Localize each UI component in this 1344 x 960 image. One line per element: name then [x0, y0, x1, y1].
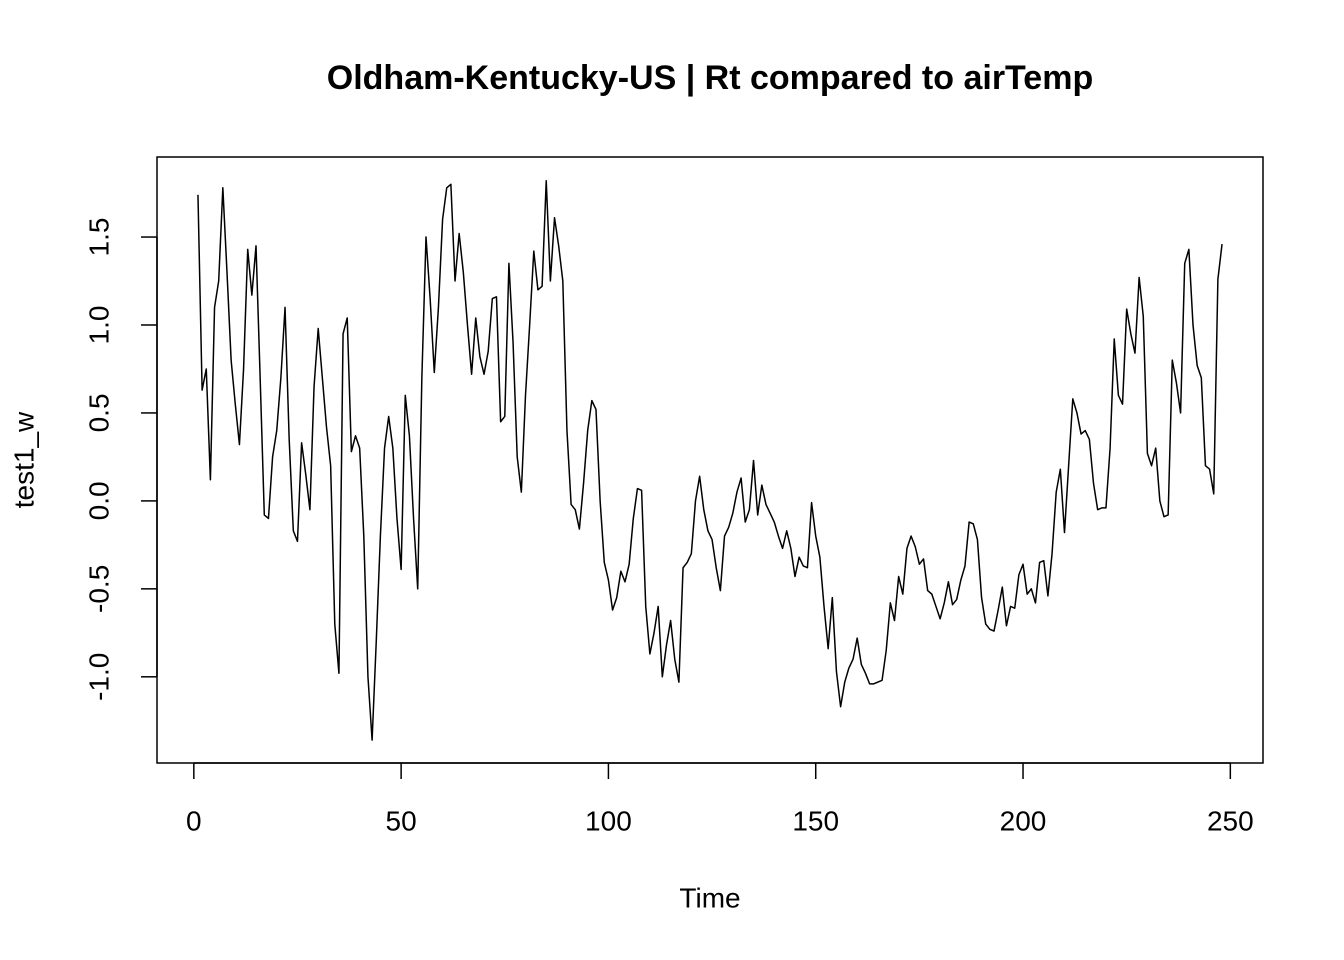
chart-title: Oldham-Kentucky-US | Rt compared to airT…	[327, 59, 1093, 97]
y-tick-label: 0.0	[83, 481, 114, 520]
y-tick-label: 0.5	[83, 393, 114, 432]
x-tick-label: 100	[585, 805, 632, 836]
x-tick-label: 150	[792, 805, 839, 836]
y-tick-label: 1.5	[83, 218, 114, 257]
y-tick-label: -1.0	[83, 653, 114, 701]
x-tick-label: 250	[1207, 805, 1254, 836]
x-tick-label: 0	[186, 805, 202, 836]
x-tick-label: 200	[1000, 805, 1047, 836]
x-axis-label: Time	[679, 882, 740, 913]
x-tick-label: 50	[386, 805, 417, 836]
y-tick-label: 1.0	[83, 306, 114, 345]
y-axis-label: test1_w	[8, 411, 39, 508]
y-tick-label: -0.5	[83, 565, 114, 613]
data-line	[197, 180, 1223, 741]
